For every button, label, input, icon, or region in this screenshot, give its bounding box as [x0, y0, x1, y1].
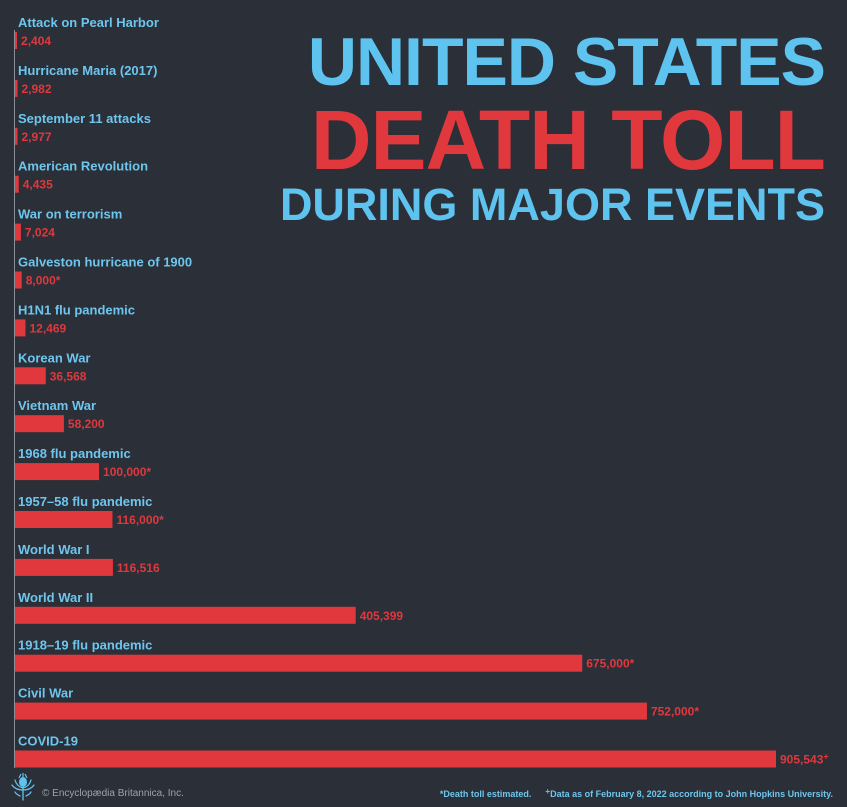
category-label-hurricane-maria-2017: Hurricane Maria (2017) — [18, 63, 157, 78]
category-label-korean-war: Korean War — [18, 350, 90, 365]
value-label-1918-19-flu-pandemic: 675,000* — [586, 657, 634, 671]
footnote-covid-text: Data as of February 8, 2022 according to… — [550, 789, 833, 799]
value-label-world-war-i: 116,516 — [117, 561, 160, 575]
category-label-1918-19-flu-pandemic: 1918–19 flu pandemic — [18, 638, 152, 653]
category-label-galveston-hurricane-of-1900: Galveston hurricane of 1900 — [18, 255, 192, 270]
value-label-korean-war: 36,568 — [50, 369, 87, 383]
bar-american-revolution — [15, 175, 19, 193]
bar-vietnam-war — [15, 415, 64, 433]
value-label-attack-on-pearl-harbor: 2,404 — [21, 34, 51, 48]
value-label-h1n1-flu-pandemic: 12,469 — [29, 321, 66, 335]
value-label-covid-19: 905,543+ — [780, 752, 829, 767]
category-label-civil-war: Civil War — [18, 686, 73, 701]
bar-1918-19-flu-pandemic — [15, 654, 583, 672]
category-label-world-war-ii: World War II — [18, 590, 93, 605]
value-label-galveston-hurricane-of-1900: 8,000* — [26, 274, 61, 288]
bar-war-on-terrorism — [15, 223, 21, 241]
value-label-hurricane-maria-2017: 2,982 — [22, 82, 52, 96]
bar-h1n1-flu-pandemic — [15, 319, 26, 337]
category-label-american-revolution: American Revolution — [18, 159, 148, 174]
value-label-september-11-attacks: 2,977 — [22, 130, 52, 144]
category-label-world-war-i: World War I — [18, 542, 90, 557]
value-label-world-war-ii: 405,399 — [360, 609, 404, 623]
bar-september-11-attacks — [15, 127, 18, 145]
footnote-estimated: *Death toll estimated. — [439, 789, 532, 799]
value-label-1957-58-flu-pandemic: 116,000* — [116, 513, 164, 527]
footnote-covid: +Data as of February 8, 2022 according t… — [545, 787, 833, 799]
bar-korean-war — [15, 367, 46, 385]
bar-covid-19 — [15, 750, 776, 768]
bar-civil-war — [15, 702, 647, 720]
category-label-attack-on-pearl-harbor: Attack on Pearl Harbor — [18, 15, 159, 30]
bar-world-war-ii — [15, 606, 356, 624]
britannica-thistle-logo-icon — [11, 773, 35, 801]
bar-galveston-hurricane-of-1900 — [15, 271, 22, 289]
bar-1968-flu-pandemic — [15, 463, 100, 481]
category-label-1968-flu-pandemic: 1968 flu pandemic — [18, 446, 131, 461]
covid-data-marker: + — [823, 752, 828, 762]
category-label-vietnam-war: Vietnam War — [18, 398, 96, 413]
chart-marks: Attack on Pearl Harbor 2,404 Hurricane Mar… — [15, 15, 829, 768]
category-label-war-on-terrorism: War on terrorism — [18, 207, 122, 222]
footer-credit: © Encyclopædia Britannica, Inc. — [10, 773, 184, 801]
value-label-civil-war: 752,000* — [651, 705, 699, 719]
value-label-american-revolution: 4,435 — [23, 178, 53, 192]
bar-attack-on-pearl-harbor — [15, 32, 18, 49]
bar-1957-58-flu-pandemic — [15, 511, 113, 528]
bar-world-war-i — [15, 558, 113, 576]
category-label-1957-58-flu-pandemic: 1957–58 flu pandemic — [18, 494, 152, 509]
category-label-covid-19: COVID-19 — [18, 734, 78, 749]
title-death-toll: DEATH TOLL — [310, 93, 826, 187]
footnotes: *Death toll estimated. +Data as of Februa… — [439, 787, 833, 799]
value-label-1968-flu-pandemic: 100,000* — [103, 465, 151, 479]
title-united-states: UNITED STATES — [307, 24, 826, 100]
value-label-vietnam-war: 58,200 — [68, 417, 105, 431]
category-label-h1n1-flu-pandemic: H1N1 flu pandemic — [18, 302, 135, 317]
category-label-september-11-attacks: September 11 attacks — [18, 111, 151, 126]
title-during-major-events: DURING MAJOR EVENTS — [279, 179, 825, 230]
bar-hurricane-maria-2017 — [15, 79, 18, 97]
value-label-war-on-terrorism: 7,024 — [25, 226, 55, 240]
copyright-text: © Encyclopædia Britannica, Inc. — [42, 788, 184, 799]
footnote-covid-marker: + — [545, 787, 551, 796]
